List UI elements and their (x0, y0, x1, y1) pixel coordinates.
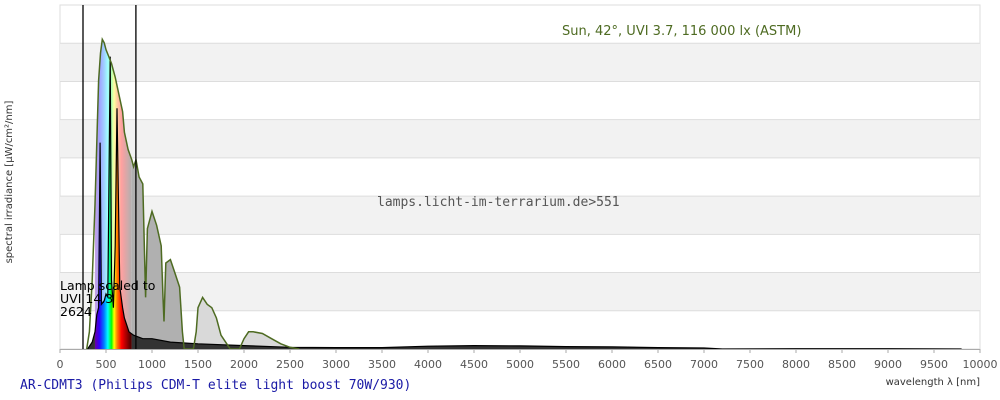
y-axis-label: spectral irradiance [µW/cm²/nm] (4, 100, 15, 263)
x-tick-label: 10000 (963, 358, 998, 371)
grid-band (60, 272, 980, 311)
x-tick-label: 1500 (184, 358, 212, 371)
x-tick-label: 3500 (368, 358, 396, 371)
lamp-label-line1: Lamp scaled to (60, 278, 155, 293)
x-tick-label: 0 (57, 358, 64, 371)
grid-band (60, 196, 980, 235)
marker-lines (82, 5, 137, 349)
x-tick-label: 7000 (690, 358, 718, 371)
x-tick-label: 2500 (276, 358, 304, 371)
x-tick-label: 4000 (414, 358, 442, 371)
sun-legend-label: Sun, 42°, UVI 3.7, 116 000 lx (ASTM) (562, 24, 801, 39)
x-tick-label: 8000 (782, 358, 810, 371)
x-tick-label: 7500 (736, 358, 764, 371)
grid-bands (59, 4, 981, 350)
x-tick-label: 6000 (598, 358, 626, 371)
x-ticks: 0 500 1000 1500 2000 2500 3000 3500 4000 4500 5000… (57, 349, 998, 371)
x-tick-label: 4500 (460, 358, 488, 371)
chart-title: AR-CDMT3 (Philips CDM-T elite light boos… (20, 378, 411, 393)
x-tick-label: 9000 (874, 358, 902, 371)
lamp-label-line2: UVI 14.3 (60, 291, 113, 306)
x-axis-label: wavelength λ [nm] (886, 377, 981, 388)
x-tick-label: 9500 (920, 358, 948, 371)
watermark: lamps.licht-im-terrarium.de>551 (377, 195, 620, 210)
x-tick-label: 500 (96, 358, 117, 371)
grid-band (60, 119, 980, 158)
x-tick-label: 1000 (138, 358, 166, 371)
lamp-label-line3: 2624 (60, 304, 92, 319)
grid-band (60, 43, 980, 82)
x-tick-label: 5000 (506, 358, 534, 371)
x-tick-label: 5500 (552, 358, 580, 371)
x-tick-label: 6500 (644, 358, 672, 371)
lamp-series-line (87, 56, 962, 350)
x-tick-label: 3000 (322, 358, 350, 371)
x-tick-label: 2000 (230, 358, 258, 371)
x-tick-label: 8500 (828, 358, 856, 371)
